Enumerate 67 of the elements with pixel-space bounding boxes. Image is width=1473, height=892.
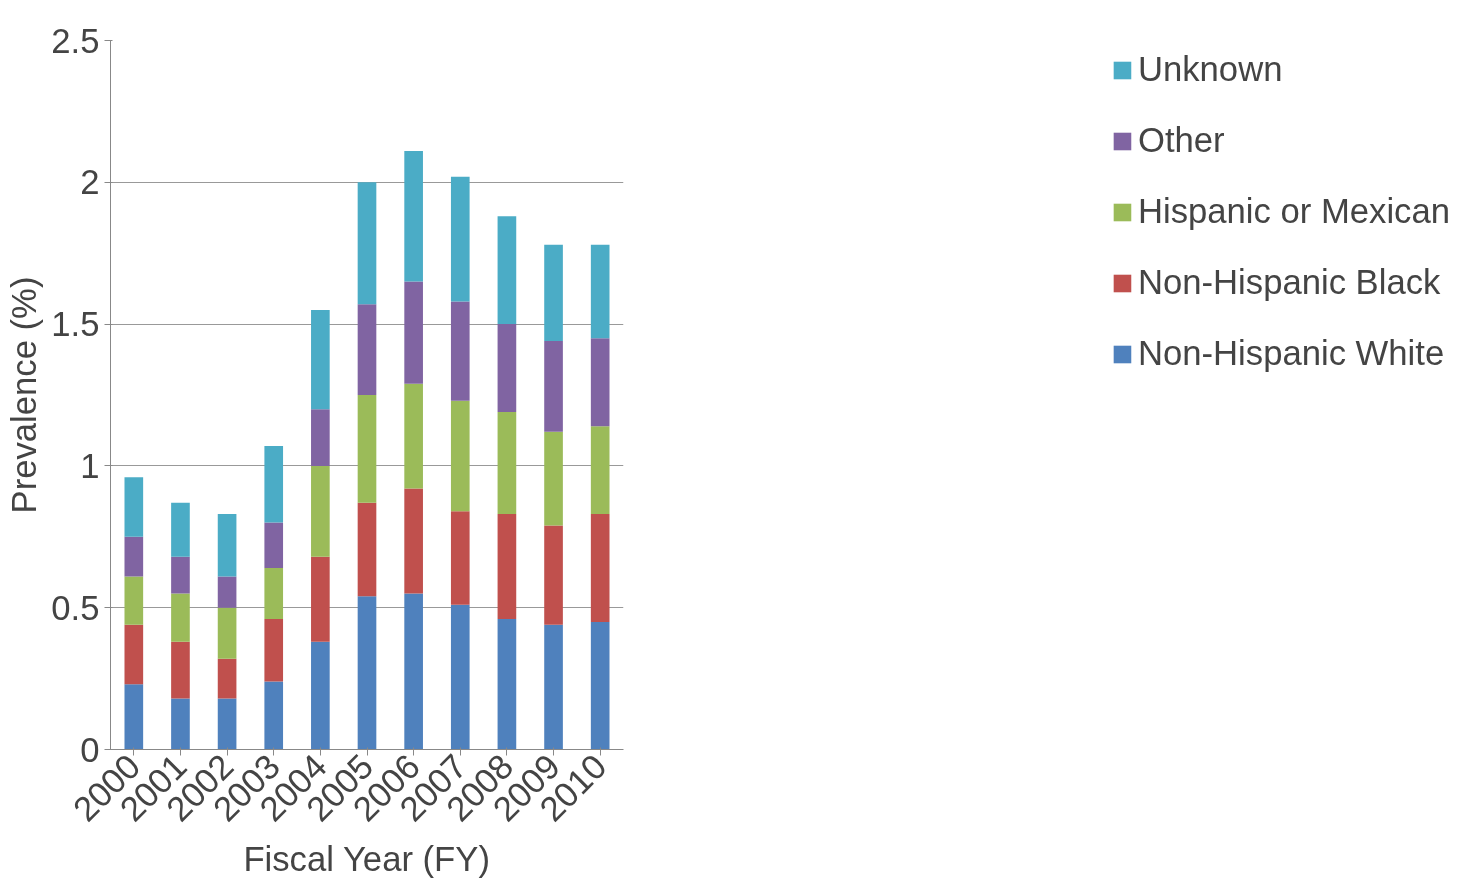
bar	[357, 395, 377, 503]
bar	[497, 216, 517, 325]
bar	[311, 641, 330, 750]
y-tick-label: 2.5	[51, 21, 100, 60]
bar	[311, 465, 330, 557]
bar	[590, 244, 610, 339]
y-tick-label: 2	[80, 163, 100, 202]
bar	[311, 409, 330, 466]
bar	[264, 446, 284, 523]
bar	[450, 511, 470, 605]
bar	[311, 556, 330, 642]
bar	[544, 624, 563, 750]
x-axis-title: Fiscal Year (FY)	[243, 839, 490, 878]
bar	[357, 182, 377, 305]
bar	[171, 641, 190, 699]
bar	[124, 536, 144, 577]
legend-label: Other	[1137, 121, 1225, 160]
bar	[450, 301, 470, 401]
bar	[264, 568, 284, 620]
bar	[404, 488, 423, 594]
bar	[124, 684, 144, 750]
bar	[497, 514, 517, 620]
bar	[450, 400, 470, 512]
bar	[404, 281, 423, 384]
legend-label: Non-Hispanic Black	[1137, 263, 1441, 302]
bar	[544, 431, 563, 526]
bar	[264, 619, 284, 682]
bar	[450, 604, 470, 750]
bar	[171, 556, 190, 594]
legend-label: Unknown	[1137, 50, 1283, 89]
bar	[124, 624, 144, 685]
bar	[404, 383, 423, 489]
bar	[217, 607, 237, 659]
bar	[264, 681, 284, 750]
bar	[590, 338, 610, 427]
bar	[171, 593, 190, 642]
y-tick-label: 1	[80, 446, 100, 485]
legend-label: Hispanic or Mexican	[1137, 192, 1450, 231]
bar	[497, 619, 517, 750]
bar	[124, 477, 144, 537]
legend-label: Non-Hispanic White	[1137, 334, 1445, 373]
bar	[590, 621, 610, 750]
y-axis-title: Prevalence (%)	[5, 276, 44, 514]
bar	[217, 514, 237, 577]
bar	[590, 426, 610, 515]
bar	[171, 698, 190, 750]
bar	[124, 576, 144, 625]
y-tick-label: 1.5	[51, 305, 100, 344]
bar	[404, 151, 423, 282]
bar	[357, 304, 377, 395]
bar	[217, 576, 237, 608]
y-tick-label: 0.5	[51, 588, 100, 627]
bar	[404, 593, 423, 750]
bar	[357, 502, 377, 597]
bar	[497, 324, 517, 413]
bar	[450, 176, 470, 302]
bar	[590, 514, 610, 622]
bar	[544, 244, 563, 342]
bar	[311, 309, 330, 410]
bar	[264, 522, 284, 568]
bar	[171, 502, 190, 557]
bar	[497, 412, 517, 515]
bar	[217, 698, 237, 750]
bar	[544, 525, 563, 625]
bar	[217, 658, 237, 699]
bar	[357, 596, 377, 750]
bar	[544, 341, 563, 432]
